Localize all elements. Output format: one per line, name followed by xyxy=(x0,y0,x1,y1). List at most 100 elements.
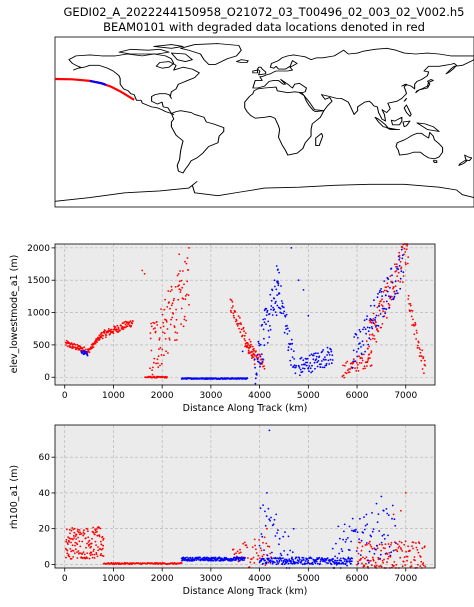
rh100-point-blue xyxy=(287,559,289,562)
elevation-point-blue xyxy=(402,271,405,274)
elevation-point-blue xyxy=(394,293,396,295)
rh100-point-blue xyxy=(304,560,307,562)
rh100-point-red xyxy=(414,559,416,562)
elevation-point-red xyxy=(404,251,407,253)
elevation-point-red xyxy=(103,332,106,334)
elevation-point-blue xyxy=(304,363,306,366)
rh100-point-blue xyxy=(335,563,338,566)
elevation-point-blue xyxy=(294,372,297,375)
rh100-point-blue xyxy=(260,533,263,535)
elevation-point-blue xyxy=(306,357,309,360)
elevation-point-red xyxy=(232,312,235,314)
rh100-point-blue xyxy=(337,525,340,528)
rh100-point-blue xyxy=(384,553,387,555)
rh100-point-blue xyxy=(277,529,279,532)
rh100-point-red xyxy=(370,564,373,567)
elevation-point-blue xyxy=(391,274,393,277)
elevation-point-red xyxy=(244,339,247,342)
rh100-point-red xyxy=(87,541,90,543)
elevation-point-red xyxy=(416,347,419,349)
elevation-point-blue xyxy=(277,280,279,283)
elevation-point-red xyxy=(178,284,180,287)
elevation-point-red xyxy=(360,362,363,364)
rh100-point-blue xyxy=(358,538,360,541)
elevation-point-red xyxy=(346,360,349,363)
elevation-point-blue xyxy=(309,362,312,364)
rh100-point-red xyxy=(86,552,89,554)
rh100-point-red xyxy=(364,557,366,560)
elevation-point-red xyxy=(160,354,163,356)
elevation-point-blue xyxy=(269,328,272,331)
rh100-point-blue xyxy=(291,562,294,565)
rh100-point-blue xyxy=(368,550,371,553)
rh100-point-red xyxy=(400,548,403,551)
elevation-point-blue xyxy=(263,337,265,340)
elevation-point-blue xyxy=(367,343,370,346)
rh100-point-blue xyxy=(281,562,284,565)
elevation-point-red xyxy=(243,338,246,340)
rh100-point-red xyxy=(404,540,407,543)
elevation-point-blue xyxy=(328,354,331,356)
elevation-point-red xyxy=(415,329,418,332)
elevation-point-red xyxy=(156,358,159,361)
rh100-point-blue xyxy=(367,561,370,564)
elevation-point-blue xyxy=(290,247,293,249)
elevation-point-red xyxy=(184,260,186,263)
rh100-point-red xyxy=(423,545,426,548)
elevation-point-blue xyxy=(306,361,309,364)
rh100-point-blue xyxy=(309,556,312,559)
rh100-point-red xyxy=(73,527,76,530)
elevation-point-blue xyxy=(383,307,386,310)
rh100-point-blue xyxy=(287,562,290,565)
rh100-point-red xyxy=(89,554,92,556)
elevation-point-red xyxy=(411,324,413,326)
rh100-point-blue xyxy=(275,513,278,516)
elevation-point-red xyxy=(173,326,176,328)
rh100-point-red xyxy=(97,549,100,552)
elevation-point-blue xyxy=(260,353,263,355)
rh100-point-blue xyxy=(314,562,317,565)
rh100-point-red xyxy=(400,509,402,512)
rh100-point-blue xyxy=(271,557,273,560)
elevation-point-red xyxy=(251,345,254,348)
rh100-point-red xyxy=(392,513,395,516)
rh100-point-red xyxy=(383,558,385,561)
elevation-point-red xyxy=(81,347,84,350)
elevation-point-red xyxy=(380,300,382,302)
elevation-point-blue xyxy=(382,315,385,318)
rh100-point-blue xyxy=(390,551,393,554)
rh100-point-blue xyxy=(267,507,270,510)
elevation-point-blue xyxy=(301,370,304,373)
elevation-point-blue xyxy=(272,306,274,309)
rh100-point-red xyxy=(66,528,68,531)
rh100-point-red xyxy=(402,560,405,563)
elevation-point-red xyxy=(231,301,234,303)
rh100-point-blue xyxy=(340,559,343,562)
rh100-point-red xyxy=(382,547,385,549)
rh100-point-blue xyxy=(326,557,329,560)
elevation-point-blue xyxy=(395,289,398,292)
elevation-point-blue xyxy=(289,343,292,345)
rh100-point-blue xyxy=(259,507,262,510)
elevation-point-red xyxy=(160,308,163,310)
rh100-point-blue xyxy=(334,559,337,562)
elevation-x-ticks: 0 1000 2000 3000 4000 5000 6000 7000 xyxy=(62,385,417,401)
elevation-point-red xyxy=(257,356,260,359)
rh100-point-red xyxy=(79,552,82,554)
elevation-point-blue xyxy=(270,308,272,311)
rh100-point-blue xyxy=(277,557,280,560)
elevation-point-red xyxy=(396,266,399,268)
rh100-point-red xyxy=(367,542,370,545)
rh100-point-blue xyxy=(342,538,344,541)
elevation-point-blue xyxy=(275,265,278,267)
rh100-point-blue xyxy=(348,525,351,528)
elevation-point-red xyxy=(385,286,388,289)
rh100-point-blue xyxy=(339,557,342,560)
rh100-point-blue xyxy=(184,557,187,559)
elevation-point-red xyxy=(419,351,422,354)
rh100-point-red xyxy=(81,540,84,543)
elevation-point-red xyxy=(182,325,185,328)
elevation-point-red xyxy=(158,337,161,339)
elevation-x-tick-label: 2000 xyxy=(151,391,174,401)
rh100-point-blue xyxy=(372,528,375,530)
